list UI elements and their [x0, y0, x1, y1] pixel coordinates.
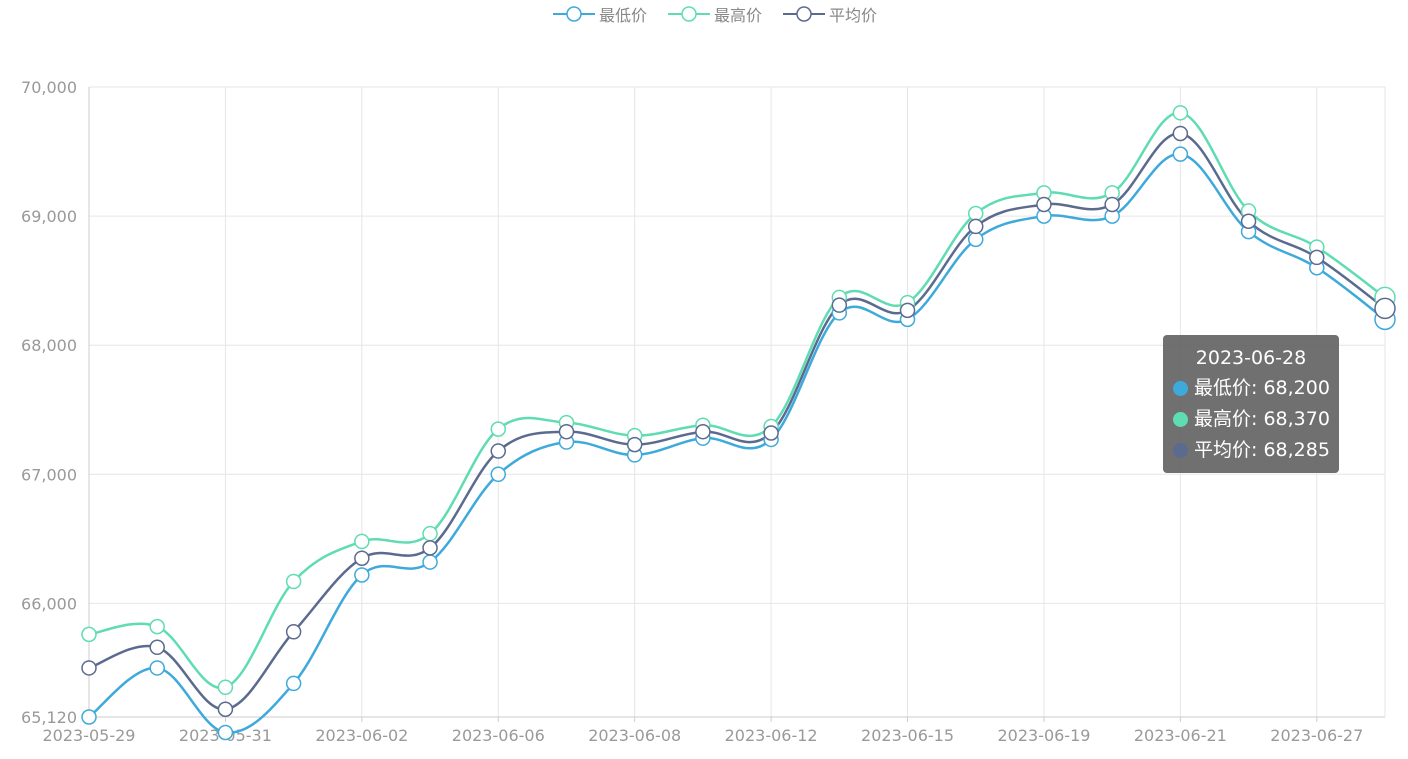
- legend-item-high[interactable]: 最高价: [668, 2, 762, 26]
- tooltip-dot-avg-icon: [1173, 443, 1188, 458]
- data-point: [1240, 213, 1257, 230]
- x-tick-label: 2023-06-06: [452, 726, 545, 745]
- legend-line-low-icon: [553, 6, 595, 22]
- y-tick-label: 68,000: [21, 336, 77, 355]
- x-tick-label: 2023-06-12: [725, 726, 818, 745]
- data-point: [763, 425, 779, 441]
- data-point: [967, 231, 984, 248]
- data-point: [558, 423, 575, 440]
- data-point: [490, 443, 507, 459]
- data-point: [1172, 105, 1189, 121]
- data-point: [422, 554, 438, 570]
- data-point: [899, 302, 916, 319]
- data-point: [1104, 196, 1120, 213]
- data-point: [149, 618, 165, 635]
- y-tick-label: 65,120: [21, 708, 77, 727]
- tooltip-value-avg: 平均价: 68,285: [1194, 439, 1330, 461]
- legend-label-high: 最高价: [714, 6, 763, 25]
- tooltip-dot-high-icon: [1173, 412, 1188, 427]
- legend-item-low[interactable]: 最低价: [553, 2, 647, 26]
- data-point: [1172, 125, 1189, 142]
- data-point: [1374, 297, 1396, 320]
- legend-label-low: 最低价: [599, 6, 648, 25]
- legend: 最低价 最高价 平均价: [0, 0, 1408, 26]
- legend-label-avg: 平均价: [829, 6, 878, 25]
- data-point: [490, 466, 507, 483]
- data-point: [354, 567, 370, 583]
- data-point: [217, 679, 234, 696]
- y-tick-label: 67,000: [21, 465, 77, 484]
- series-line-0: [88, 152, 1386, 734]
- legend-line-avg-icon: [783, 6, 825, 22]
- data-point: [81, 709, 97, 725]
- data-point: [1309, 249, 1325, 266]
- data-point: [217, 724, 234, 741]
- x-tick-label: 2023-06-02: [315, 726, 408, 745]
- data-point: [1036, 196, 1052, 213]
- data-point: [217, 701, 234, 718]
- tooltip-value-low: 最低价: 68,200: [1194, 377, 1330, 399]
- data-point: [81, 660, 97, 676]
- data-point: [354, 550, 370, 566]
- data-point: [490, 421, 507, 437]
- data-point: [831, 297, 848, 313]
- tooltip-row-avg: 平均价: 68,285: [1171, 435, 1331, 466]
- tooltip-row-high: 最高价: 68,370: [1171, 404, 1331, 435]
- x-tick-label: 2023-05-29: [43, 726, 136, 745]
- data-point: [1172, 146, 1189, 162]
- y-tick-label: 69,000: [21, 207, 77, 226]
- data-point: [285, 573, 302, 590]
- x-tick-label: 2023-06-08: [588, 726, 681, 745]
- data-point: [285, 675, 302, 692]
- y-tick-label: 66,000: [21, 594, 77, 613]
- data-point: [967, 218, 984, 235]
- x-tick-label: 2023-06-27: [1270, 726, 1363, 745]
- legend-item-avg[interactable]: 平均价: [783, 2, 877, 26]
- data-point: [967, 205, 984, 222]
- data-point: [149, 639, 165, 656]
- data-point: [354, 533, 370, 550]
- x-tick-label: 2023-06-21: [1134, 726, 1227, 745]
- x-tick-label: 2023-06-15: [861, 726, 954, 745]
- data-point: [626, 436, 643, 453]
- tooltip-date: 2023-06-28: [1195, 347, 1307, 369]
- data-point: [695, 423, 711, 440]
- x-tick-label: 2023-06-19: [997, 726, 1090, 745]
- data-point: [422, 525, 438, 542]
- legend-line-high-icon: [668, 6, 710, 22]
- tooltip-row-low: 最低价: 68,200: [1171, 373, 1331, 404]
- tooltip-dot-low-icon: [1173, 381, 1188, 396]
- y-tick-label: 70,000: [21, 78, 77, 97]
- data-point: [422, 540, 438, 556]
- data-point: [285, 624, 302, 640]
- data-point: [81, 626, 97, 643]
- tooltip: 2023-06-28 最低价: 68,200 最高价: 68,370 平均价: …: [1163, 335, 1339, 473]
- tooltip-value-high: 最高价: 68,370: [1194, 408, 1330, 430]
- data-point: [149, 660, 165, 676]
